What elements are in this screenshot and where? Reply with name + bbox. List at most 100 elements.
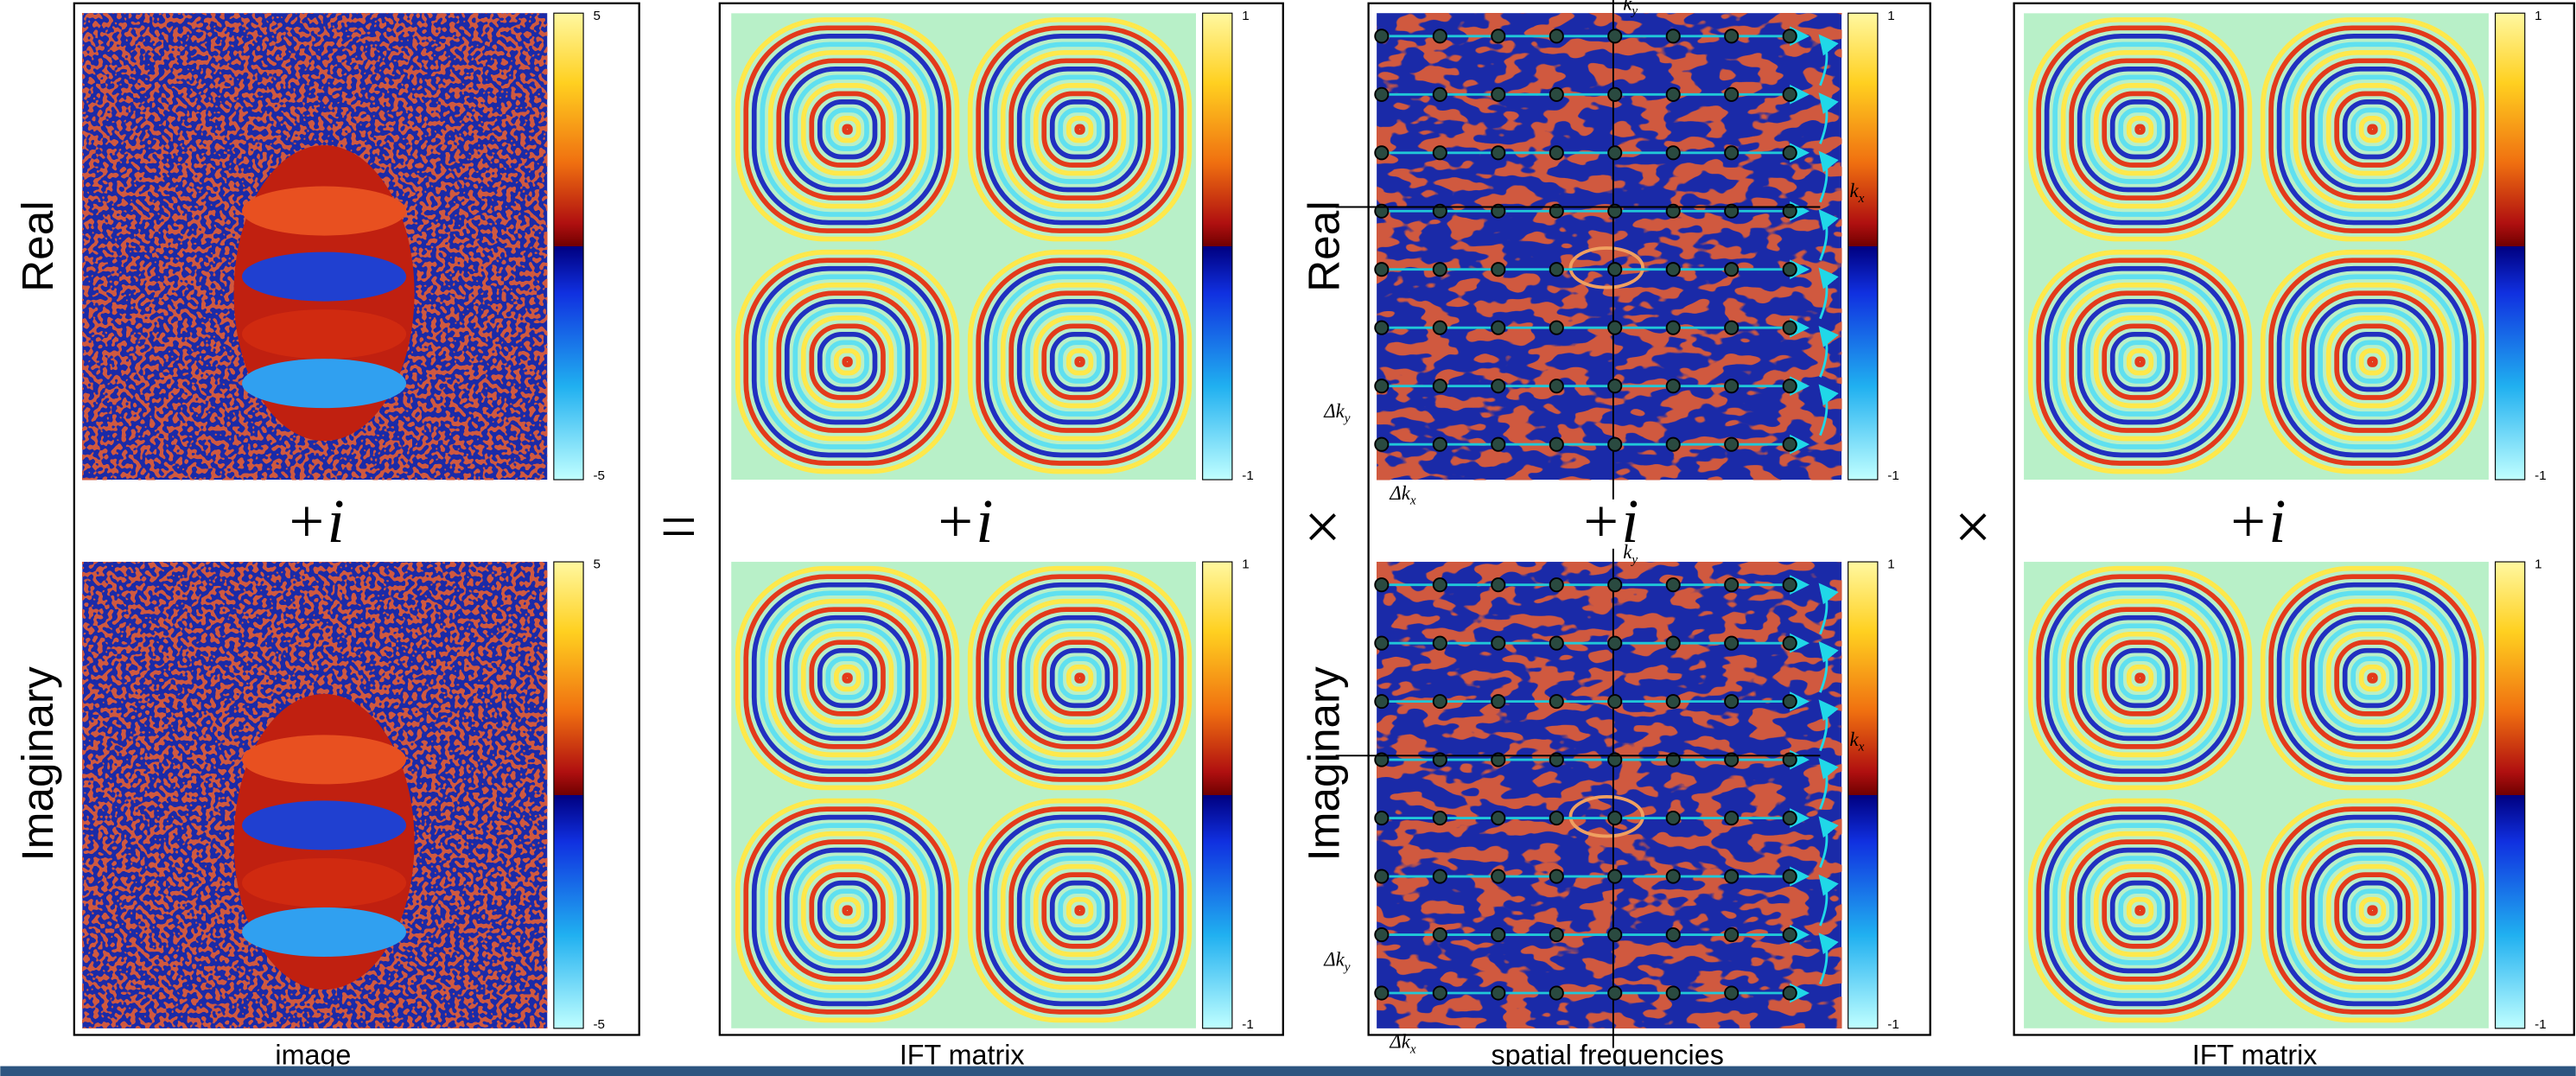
kspace-sample [1550, 637, 1563, 650]
kspace-sample [1550, 88, 1563, 101]
kspace-sample [1725, 695, 1738, 708]
figure: 5-5Real5-5Imaginary+iimage1-11-1+iIFT ma… [0, 0, 2576, 1076]
kspace-sample [1492, 986, 1504, 999]
kspace-sample [1375, 812, 1388, 825]
colorbar-max: 5 [593, 557, 600, 572]
kspace-sample [1375, 928, 1388, 941]
annotation: Δky [1323, 949, 1351, 975]
kspace-sample [1784, 88, 1797, 101]
annotation-subscript: y [1343, 959, 1351, 974]
kspace-sample [1784, 695, 1797, 708]
kspace-sample [1608, 263, 1621, 276]
kspace-sample [1492, 438, 1504, 451]
annotation: Δkx [1389, 482, 1416, 508]
ift-pattern [731, 562, 1196, 1028]
kspace-sample [1492, 146, 1504, 159]
kspace-sample [1667, 146, 1680, 159]
kspace-sample [1492, 578, 1504, 591]
kspace-sample [1550, 812, 1563, 825]
kspace-sample [1550, 438, 1563, 451]
colorbar-max: 1 [2535, 557, 2541, 572]
colorbar-min: -5 [593, 1017, 605, 1032]
kspace-sample [1550, 869, 1563, 882]
panel-caption: image [275, 1040, 351, 1071]
colorbar-min: -5 [593, 468, 605, 483]
colorbar-min: -1 [1242, 468, 1254, 483]
kspace-sample [1550, 146, 1563, 159]
brain-band [242, 252, 406, 302]
annotation-subscript: x [1409, 1041, 1416, 1056]
kspace-sample [1725, 322, 1738, 334]
kspace-sample [1550, 322, 1563, 334]
kspace-sample [1434, 928, 1447, 941]
colorbar [1203, 562, 1232, 1028]
kspace-sample [1667, 869, 1680, 882]
row-label: Real [1299, 201, 1348, 292]
colorbar-min: -1 [2535, 1017, 2547, 1032]
footer-bar [0, 1066, 2575, 1076]
kspace-sample [1784, 812, 1797, 825]
kspace-sample [1608, 322, 1621, 334]
kspace-sample [1725, 438, 1738, 451]
kspace-sample [1667, 322, 1680, 334]
colorbar-min: -1 [1887, 468, 1899, 483]
kspace-sample [1375, 438, 1388, 451]
kspace-sample [1667, 263, 1680, 276]
kspace-sample [1667, 986, 1680, 999]
plus-i: +i [285, 487, 345, 556]
kspace-sample [1492, 812, 1504, 825]
kspace-sample [1725, 88, 1738, 101]
colorbar-max: 1 [1887, 9, 1894, 23]
colorbar-min: -1 [1887, 1017, 1899, 1032]
brain-band [242, 735, 406, 784]
kspace-sample [1434, 637, 1447, 650]
kspace-sample [1434, 986, 1447, 999]
colorbar [2496, 562, 2525, 1028]
kspace-sample [1550, 29, 1563, 42]
annotation-subscript: x [1858, 191, 1865, 206]
kspace-sample [1375, 146, 1388, 159]
kspace-sample [1725, 578, 1738, 591]
annotation-subscript: x [1858, 740, 1865, 754]
kspace-sample [1784, 869, 1797, 882]
colorbar-min: -1 [2535, 468, 2547, 483]
annotation-subscript: y [1630, 3, 1638, 18]
annotation-subscript: x [1409, 493, 1416, 508]
kspace-sample [1492, 263, 1504, 276]
kspace-sample [1434, 379, 1447, 392]
colorbar-max: 1 [1887, 557, 1894, 572]
annotation: Δky [1323, 400, 1351, 426]
kspace-sample [1667, 438, 1680, 451]
kspace-sample [1492, 322, 1504, 334]
kspace-sample [1725, 263, 1738, 276]
plus-i: +i [934, 487, 994, 556]
kspace-sample [1608, 379, 1621, 392]
kspace-sample [1375, 29, 1388, 42]
kspace-sample [1492, 637, 1504, 650]
kspace-sample [1608, 146, 1621, 159]
kspace-sample [1725, 29, 1738, 42]
kspace-sample [1608, 438, 1621, 451]
kspace-sample [1550, 928, 1563, 941]
kspace-sample [1608, 29, 1621, 42]
kspace-sample [1492, 928, 1504, 941]
kspace-sample [1492, 88, 1504, 101]
kspace-sample [1375, 379, 1388, 392]
row-label: Real [13, 201, 62, 292]
annotation-symbol: Δk [1389, 1031, 1410, 1053]
kspace-sample [1434, 29, 1447, 42]
kspace-sample [1492, 695, 1504, 708]
kspace-sample [1667, 379, 1680, 392]
ift-pattern [731, 13, 1196, 480]
colorbar-max: 5 [593, 9, 600, 23]
kspace-sample [1725, 812, 1738, 825]
kspace-sample [1434, 88, 1447, 101]
plus-i: +i [1580, 487, 1639, 556]
ift-pattern [2024, 562, 2489, 1028]
kspace-sample [1784, 438, 1797, 451]
kspace-sample [1434, 146, 1447, 159]
kspace-sample [1784, 637, 1797, 650]
colorbar-max: 1 [1242, 557, 1249, 572]
kspace-sample [1725, 146, 1738, 159]
